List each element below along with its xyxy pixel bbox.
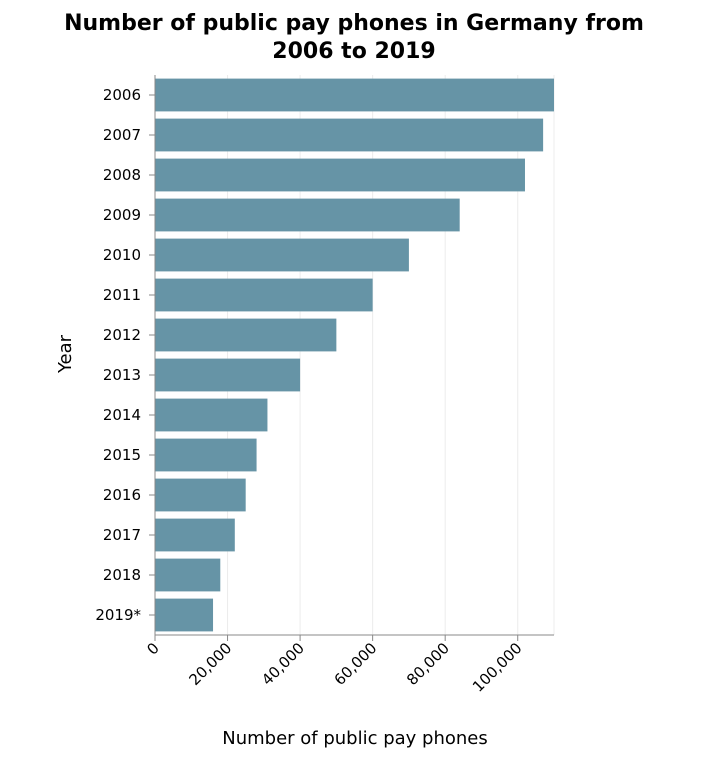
- bar-2013: [155, 358, 301, 392]
- bar-2006: [155, 78, 554, 112]
- bar-2010: [155, 238, 409, 272]
- y-axis-title: Year: [55, 334, 76, 374]
- y-tick-label: 2014: [103, 406, 141, 424]
- y-tick-label: 2007: [103, 126, 141, 144]
- y-tick-label: 2006: [103, 86, 141, 104]
- x-tick-label: 0: [143, 639, 162, 658]
- x-tick-label: 60,000: [331, 639, 381, 689]
- y-tick-label: 2009: [103, 206, 141, 224]
- bar-2018: [155, 558, 221, 592]
- bar-2012: [155, 318, 337, 352]
- bar-2011: [155, 278, 373, 312]
- x-tick-label: 80,000: [403, 639, 453, 689]
- y-tick-label: 2018: [103, 566, 141, 584]
- y-tick-label: 2019*: [95, 606, 141, 624]
- y-tick-label: 2016: [103, 486, 141, 504]
- bar-2008: [155, 158, 525, 192]
- y-tick-label: 2015: [103, 446, 141, 464]
- y-tick-label: 2011: [103, 286, 141, 304]
- bar-2007: [155, 118, 544, 152]
- bar-2017: [155, 518, 235, 552]
- y-tick-label: 2010: [103, 246, 141, 264]
- x-tick-label: 100,000: [469, 639, 526, 696]
- x-axis-title: Number of public pay phones: [222, 728, 488, 749]
- bars: [155, 78, 554, 632]
- x-tick-label: 20,000: [186, 639, 236, 689]
- axes: [149, 75, 554, 641]
- bar-2015: [155, 438, 257, 472]
- x-tick-label: 40,000: [258, 639, 308, 689]
- bar-2016: [155, 478, 246, 512]
- y-tick-label: 2008: [103, 166, 141, 184]
- y-tick-label: 2017: [103, 526, 141, 544]
- bar-2009: [155, 198, 460, 232]
- y-tick-label: 2012: [103, 326, 141, 344]
- bar-2019: [155, 598, 214, 632]
- y-tick-label: 2013: [103, 366, 141, 384]
- chart-title-line-2: 2006 to 2019: [272, 39, 435, 64]
- chart-title-line-1: Number of public pay phones in Germany f…: [64, 11, 644, 36]
- bar-2014: [155, 398, 268, 432]
